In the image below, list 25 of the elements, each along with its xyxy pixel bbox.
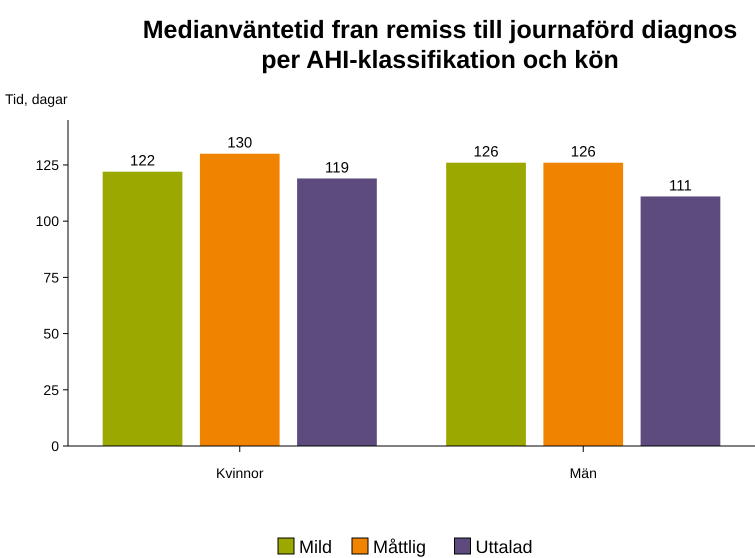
y-axis-title: Tid, dagar [5,91,68,107]
bar [446,162,526,446]
y-tick-label: 0 [51,438,60,454]
legend-label: Uttalad [476,537,533,557]
legend-label: Måttlig [373,537,426,557]
y-tick-label: 75 [43,269,60,286]
bar [200,154,280,446]
data-label: 122 [130,152,156,170]
y-tick-label: 100 [36,213,60,230]
y-tick-label: 25 [43,382,60,398]
x-tick-label: Män [570,465,597,481]
bar [640,196,720,446]
x-tick-label: Kvinnor [216,465,264,481]
y-tick-label: 50 [43,326,60,342]
data-label: 130 [227,134,252,152]
bar [297,178,377,446]
y-tick-label: 125 [36,156,60,173]
data-label: 126 [474,144,499,161]
data-label: 119 [325,159,349,176]
data-label: 126 [570,144,596,161]
data-label: 111 [669,177,692,194]
chart-title: Medianväntetid fran remiss till journaförd diagnos per AHI-klassifikation och kön [142,16,738,74]
legend-label: Mild [299,537,332,557]
bar [543,162,624,446]
bar [102,172,182,446]
